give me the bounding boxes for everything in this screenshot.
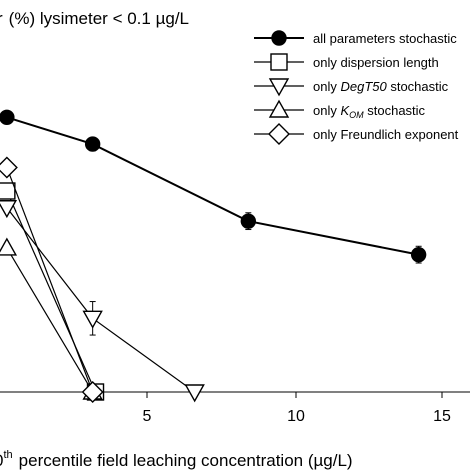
- svg-text:r(%) lysimeter < 0.1 µg/L: r(%) lysimeter < 0.1 µg/L: [0, 9, 189, 28]
- x-tick-label-15: 15: [433, 408, 451, 425]
- series-1: [0, 109, 427, 264]
- series-1-point-0: [0, 109, 15, 125]
- legend-item-2: only dispersion length: [254, 53, 439, 71]
- x-tick-label-10: 10: [287, 408, 305, 425]
- series-5-point-1: [81, 381, 104, 403]
- legend-item-3: only DegT50 stochastic: [254, 78, 449, 97]
- series-3-point-0: [0, 200, 18, 219]
- legend-marker-3: [268, 78, 290, 97]
- series-3-point-2: [184, 384, 205, 403]
- series-5-line: [6, 167, 94, 393]
- y-axis-title: r(%) lysimeter < 0.1 µg/L: [0, 9, 189, 28]
- svg-text:0thpercentile field leaching c: 0thpercentile field leaching concentrati…: [0, 449, 353, 470]
- legend-label-5: only Freundlich exponent: [313, 127, 459, 142]
- legend-item-4: only KOM stochastic: [254, 99, 426, 120]
- series-5-point-0: [0, 156, 18, 179]
- series-2-point-0: [0, 182, 16, 200]
- axes: 5 10 15: [0, 391, 470, 425]
- legend-marker-1: [271, 30, 287, 46]
- series-4-point-0: [0, 237, 18, 256]
- series-4-line: [6, 247, 94, 393]
- series-3-line: [6, 207, 196, 393]
- series-3: [0, 200, 205, 403]
- x-axis-title: 0thpercentile field leaching concentrati…: [0, 449, 353, 470]
- legend-marker-5: [268, 123, 290, 145]
- series-3-point-1: [82, 310, 103, 329]
- legend: all parameters stochastic only dispersion…: [254, 30, 459, 145]
- series-1-point-3: [410, 246, 427, 263]
- legend-marker-2: [270, 53, 288, 71]
- legend-label-3: only DegT50 stochastic: [313, 79, 449, 94]
- series-5: [0, 156, 104, 403]
- legend-label-2: only dispersion length: [313, 55, 439, 70]
- x-tick-label-5: 5: [143, 408, 152, 425]
- series-1-point-2: [240, 213, 257, 229]
- series-layer: [0, 109, 427, 403]
- legend-item-5: only Freundlich exponent: [254, 123, 459, 145]
- series-1-point-1: [84, 136, 101, 152]
- series-2: [0, 182, 105, 401]
- series-2-line: [6, 190, 97, 393]
- legend-label-4: only KOM stochastic: [313, 103, 426, 120]
- legend-item-1: all parameters stochastic: [254, 30, 457, 46]
- legend-marker-4: [268, 99, 290, 118]
- legend-label-1: all parameters stochastic: [313, 31, 457, 46]
- series-1-line: [6, 116, 419, 256]
